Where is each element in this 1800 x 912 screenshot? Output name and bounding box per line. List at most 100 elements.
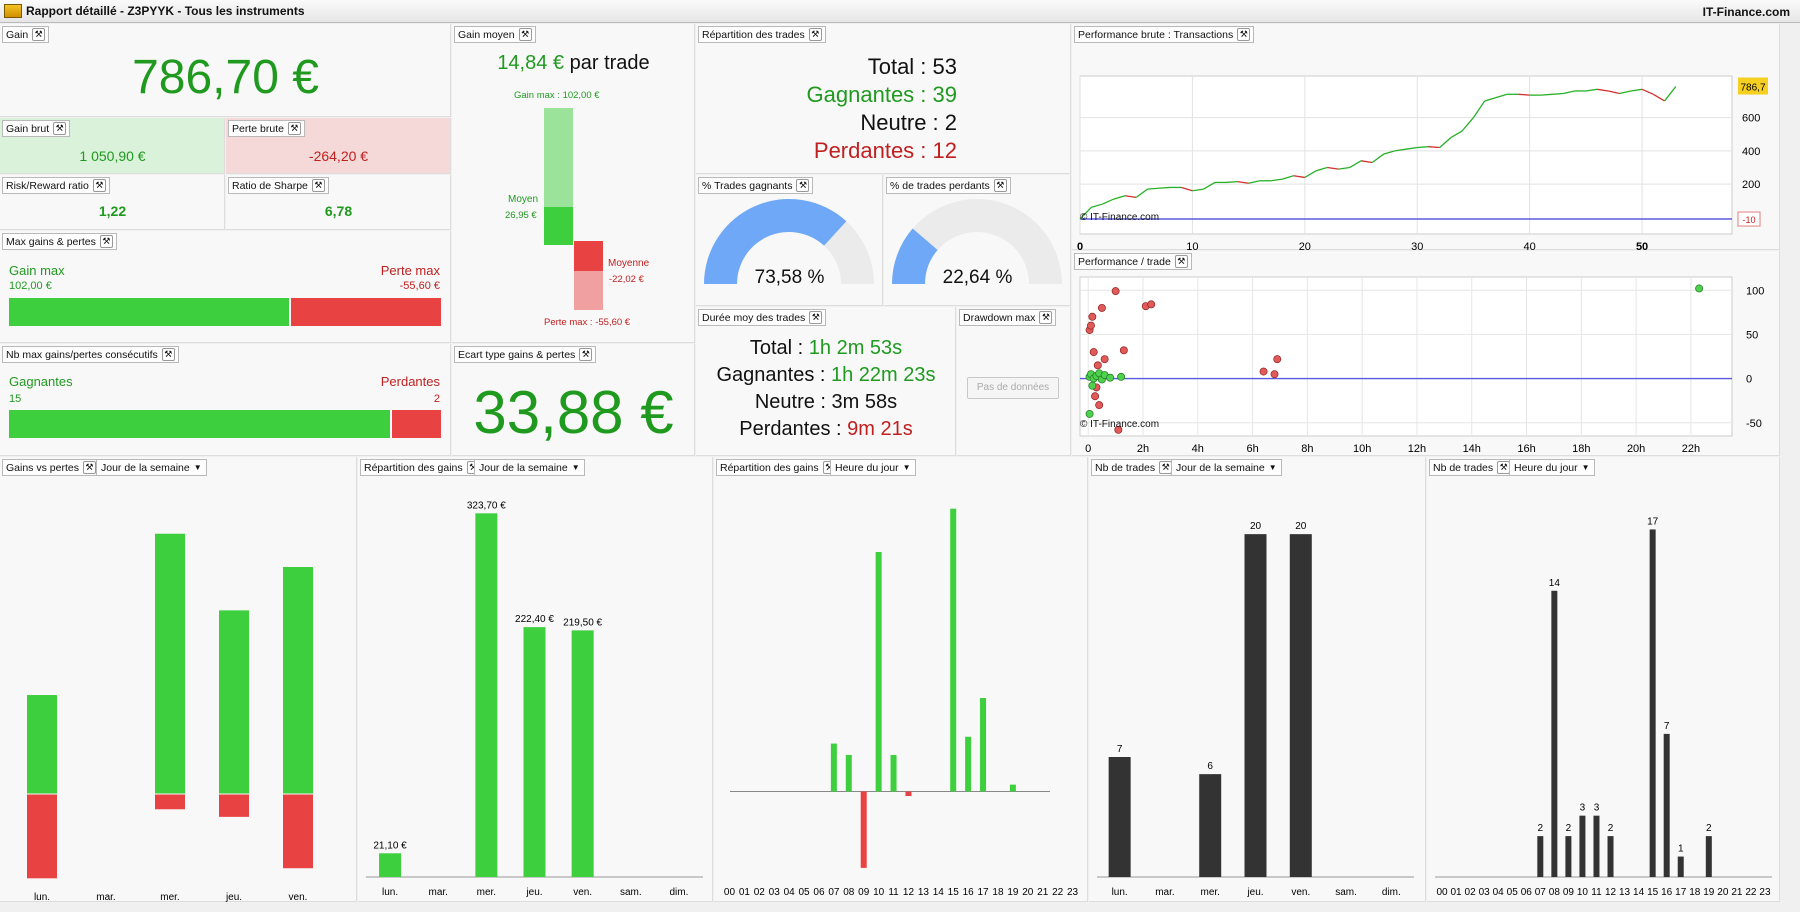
x-tick-label: 17	[977, 887, 989, 898]
gain-moyen-perte-max-label: Perte max : -55,60 €	[544, 317, 631, 328]
wrench-icon[interactable]: ⚒	[1497, 461, 1511, 474]
x-tick-label: jeu.	[225, 892, 242, 902]
repartition-gains-heure-tag[interactable]: Répartition des gains⚒	[716, 459, 840, 476]
trades-gagnantes: Gagnantes : 39	[806, 82, 957, 107]
wrench-icon[interactable]: ⚒	[92, 179, 106, 192]
nb-trades-jour-dropdown[interactable]: Jour de la semaine ▼	[1171, 459, 1282, 476]
perte-max-column	[574, 271, 603, 310]
repartition-gains-jour-tag[interactable]: Répartition des gains⚒	[360, 459, 484, 476]
gain-brut-tag[interactable]: Gain brut ⚒	[2, 120, 71, 137]
repartition-gains-jour-dropdown[interactable]: Jour de la semaine ▼	[474, 459, 585, 476]
wrench-icon[interactable]: ⚒	[1174, 255, 1188, 268]
consecutifs-bar	[9, 410, 441, 438]
loss-point	[1091, 392, 1100, 401]
wrench-icon[interactable]: ⚒	[796, 179, 810, 192]
wrench-icon[interactable]: ⚒	[32, 28, 46, 41]
consecutifs-tag[interactable]: Nb max gains/pertes consécutifs ⚒	[2, 346, 179, 363]
wrench-icon[interactable]: ⚒	[809, 311, 823, 324]
x-tick-label: 06	[1521, 887, 1533, 898]
count-bar	[1551, 590, 1558, 877]
wrench-icon[interactable]: ⚒	[82, 461, 96, 474]
x-tick-label: jeu.	[525, 887, 542, 898]
max-gains-tag[interactable]: Max gains & pertes ⚒	[2, 233, 117, 250]
loss-point	[1088, 312, 1097, 321]
plot-area	[1079, 276, 1733, 437]
repartition-trades-panel: Répartition des trades ⚒ Total : 53 Gagna…	[696, 24, 1071, 174]
gain-moyen-value: 14,84 €	[497, 52, 565, 74]
gain-tag[interactable]: Gain ⚒	[2, 26, 50, 43]
data-label: 2	[1538, 823, 1544, 834]
gain-moyen-max-label: Gain max : 102,00 €	[514, 90, 600, 101]
wrench-icon[interactable]: ⚒	[1039, 311, 1053, 324]
loss-bar	[283, 794, 313, 869]
gauge-track	[892, 199, 1062, 284]
wrench-icon[interactable]: ⚒	[311, 179, 325, 192]
gain-brut-value: 1 050,90 €	[79, 148, 146, 164]
series-segment	[1405, 146, 1418, 150]
x-tick-label: mer.	[160, 892, 179, 902]
x-tick-label: 23	[1067, 887, 1079, 898]
nb-trades-heure-tag[interactable]: Nb de trades ⚒	[1429, 459, 1515, 476]
perf-brute-chart: 0 10 20 30 40 50 200 400 600 786,7 -10	[1077, 75, 1768, 250]
series-segment	[1641, 88, 1654, 95]
duree-row-value: 1h 2m 53s	[808, 337, 903, 359]
series-segment	[1608, 90, 1620, 95]
gains-vs-pertes-dropdown[interactable]: Jour de la semaine ▼	[96, 459, 207, 476]
series-segment	[1394, 148, 1407, 152]
x-tick-label: 16h	[1517, 443, 1535, 455]
y-tick-label: 600	[1742, 113, 1760, 125]
series-segment	[1563, 90, 1575, 95]
nb-trades-heure-dropdown[interactable]: Heure du jour ▼	[1509, 459, 1595, 476]
sharpe-tag[interactable]: Ratio de Sharpe ⚒	[228, 177, 329, 194]
x-tick-label: 03	[769, 887, 781, 898]
gain-max-value: 102,00 €	[9, 280, 52, 292]
pct-gagnants-value: 73,58 %	[754, 267, 825, 288]
pct-gagnants-tag[interactable]: % Trades gagnants ⚒	[698, 177, 814, 194]
data-label: 17	[1647, 516, 1659, 527]
perf-trade-tag[interactable]: Performance / trade ⚒	[1074, 253, 1192, 270]
x-tick-label: 04	[1493, 887, 1505, 898]
wrench-icon[interactable]: ⚒	[53, 122, 67, 135]
series-segment	[1282, 175, 1294, 180]
wrench-icon[interactable]: ⚒	[579, 348, 593, 361]
gain-moyen-tag[interactable]: Gain moyen ⚒	[454, 26, 536, 43]
perf-brute-tag[interactable]: Performance brute : Transactions ⚒	[1074, 26, 1255, 43]
drawdown-tag[interactable]: Drawdown max ⚒	[959, 309, 1057, 326]
wrench-icon[interactable]: ⚒	[518, 28, 532, 41]
x-tick-label: 4h	[1192, 443, 1204, 455]
risk-reward-value: 1,22	[98, 203, 127, 219]
gain-bar	[571, 630, 594, 877]
perf-brute-panel: Performance brute : Transactions ⚒ 0 10 20 3…	[1072, 24, 1780, 250]
series-segment	[1226, 180, 1238, 184]
pct-perdants-tag[interactable]: % de trades perdants ⚒	[886, 177, 1011, 194]
x-tick-label: 07	[1535, 887, 1547, 898]
duree-tag[interactable]: Durée moy des trades ⚒	[698, 309, 827, 326]
repartition-trades-tag[interactable]: Répartition des trades ⚒	[698, 26, 826, 43]
gain-moyen-column	[544, 207, 573, 245]
ecart-type-tag[interactable]: Ecart type gains & pertes ⚒	[454, 346, 597, 363]
duree-row-value: 1h 22m 23s	[831, 364, 936, 386]
wrench-icon[interactable]: ⚒	[993, 179, 1007, 192]
x-tick-label: 00	[724, 887, 736, 898]
duree-row: Gagnantes : 1h 22m 23s	[696, 362, 956, 389]
nb-trades-jour-tag[interactable]: Nb de trades ⚒	[1091, 459, 1177, 476]
gains-vs-pertes-tag[interactable]: Gains vs pertes ⚒	[2, 459, 100, 476]
drawdown-button[interactable]: Pas de données	[967, 377, 1059, 399]
duree-row: Perdantes : 9m 21s	[696, 416, 956, 443]
perf-brute-copyright: © IT-Finance.com	[1080, 212, 1160, 223]
wrench-icon[interactable]: ⚒	[1237, 28, 1251, 41]
wrench-icon[interactable]: ⚒	[287, 122, 301, 135]
perte-max-label: Perte max	[380, 263, 440, 278]
loss-point	[1089, 348, 1098, 357]
wrench-icon[interactable]: ⚒	[808, 28, 822, 41]
wrench-icon[interactable]: ⚒	[99, 235, 113, 248]
duree-row-label: Gagnantes :	[716, 364, 831, 386]
perte-max-value: -55,60 €	[399, 280, 440, 292]
perte-brute-tag[interactable]: Perte brute ⚒	[228, 120, 305, 137]
risk-reward-tag[interactable]: Risk/Reward ratio ⚒	[2, 177, 110, 194]
gauge-fill	[892, 228, 938, 284]
repartition-gains-heure-dropdown[interactable]: Heure du jour ▼	[830, 459, 916, 476]
gain-bar	[219, 610, 249, 794]
gain-moyen-suffix: par trade	[569, 52, 650, 74]
wrench-icon[interactable]: ⚒	[161, 348, 175, 361]
